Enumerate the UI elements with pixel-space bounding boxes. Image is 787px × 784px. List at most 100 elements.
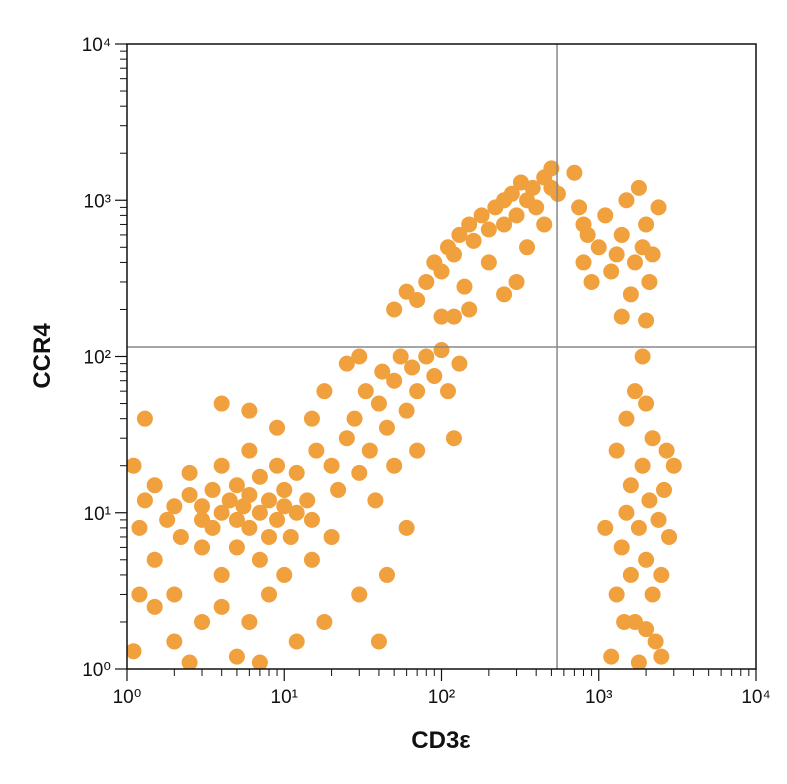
density-point xyxy=(451,355,468,372)
density-point xyxy=(641,492,658,509)
y-axis-label: CCR4 xyxy=(29,323,56,389)
density-point xyxy=(650,511,667,528)
density-point xyxy=(638,621,655,638)
density-point xyxy=(386,372,403,389)
density-point xyxy=(166,498,183,515)
density-point xyxy=(456,278,473,295)
density-point xyxy=(409,383,426,400)
density-point xyxy=(496,286,513,303)
density-point xyxy=(303,551,320,568)
density-point xyxy=(603,648,620,665)
density-point xyxy=(386,457,403,474)
density-point xyxy=(146,598,163,615)
density-point xyxy=(426,368,443,385)
density-point xyxy=(131,586,148,603)
density-point xyxy=(461,216,478,233)
density-point xyxy=(276,498,293,515)
density-point xyxy=(351,348,368,365)
density-point xyxy=(166,633,183,650)
density-point xyxy=(536,216,553,233)
density-point xyxy=(146,477,163,494)
density-point xyxy=(269,457,286,474)
density-point xyxy=(418,348,435,365)
density-point xyxy=(204,481,221,498)
density-point xyxy=(288,633,305,650)
density-point xyxy=(519,239,536,256)
density-point xyxy=(618,410,635,427)
density-point xyxy=(638,216,655,233)
density-point xyxy=(644,430,661,447)
density-point xyxy=(228,539,245,556)
density-point xyxy=(276,566,293,583)
density-point xyxy=(251,654,268,669)
density-point xyxy=(323,457,340,474)
density-point xyxy=(241,442,258,459)
density-point xyxy=(626,383,643,400)
density-point xyxy=(543,160,560,177)
density-point xyxy=(613,308,630,325)
density-point xyxy=(316,613,333,630)
density-point xyxy=(508,273,525,290)
density-point xyxy=(159,511,176,528)
x-tick-label: 10³ xyxy=(585,687,612,708)
density-point xyxy=(445,430,462,447)
density-point xyxy=(616,613,633,630)
density-point xyxy=(251,551,268,568)
density-point xyxy=(626,254,643,271)
density-point xyxy=(634,457,651,474)
density-point xyxy=(480,254,497,271)
density-point xyxy=(404,359,421,376)
density-point xyxy=(650,199,667,216)
density-point xyxy=(549,185,566,202)
density-point xyxy=(370,633,387,650)
density-point xyxy=(445,308,462,325)
density-point xyxy=(228,477,245,494)
density-point xyxy=(392,348,409,365)
density-point xyxy=(451,226,468,243)
density-point xyxy=(661,528,678,545)
density-point xyxy=(445,246,462,263)
density-point xyxy=(508,207,525,224)
density-point xyxy=(228,511,245,528)
density-point xyxy=(361,442,378,459)
density-point xyxy=(146,551,163,568)
density-point xyxy=(644,586,661,603)
x-tick-label: 10⁴ xyxy=(741,687,770,708)
density-point xyxy=(622,477,639,494)
density-point xyxy=(644,246,661,263)
density-point xyxy=(647,633,664,650)
density-point xyxy=(575,216,592,233)
density-point xyxy=(241,613,258,630)
density-point xyxy=(608,246,625,263)
points-layer xyxy=(127,160,682,669)
density-point xyxy=(638,312,655,329)
density-point xyxy=(213,598,230,615)
density-point xyxy=(181,654,198,669)
density-point xyxy=(323,528,340,545)
density-point xyxy=(131,519,148,536)
density-point xyxy=(378,419,395,436)
density-point xyxy=(166,586,183,603)
density-point xyxy=(194,539,211,556)
density-point xyxy=(638,551,655,568)
density-point xyxy=(461,301,478,318)
density-point xyxy=(172,528,189,545)
density-point xyxy=(571,199,588,216)
density-point xyxy=(503,185,520,202)
density-point xyxy=(351,586,368,603)
density-point xyxy=(465,232,482,249)
density-point xyxy=(440,383,457,400)
density-point xyxy=(269,511,286,528)
y-tick-label: 10² xyxy=(84,348,111,369)
x-axis-label: CD3ε xyxy=(411,727,470,754)
density-point xyxy=(241,486,258,503)
density-point xyxy=(269,419,286,436)
density-point xyxy=(241,402,258,419)
density-point xyxy=(575,254,592,271)
density-point xyxy=(261,586,278,603)
density-point xyxy=(622,566,639,583)
density-point xyxy=(228,648,245,665)
density-point xyxy=(374,363,391,380)
density-point xyxy=(638,395,655,412)
